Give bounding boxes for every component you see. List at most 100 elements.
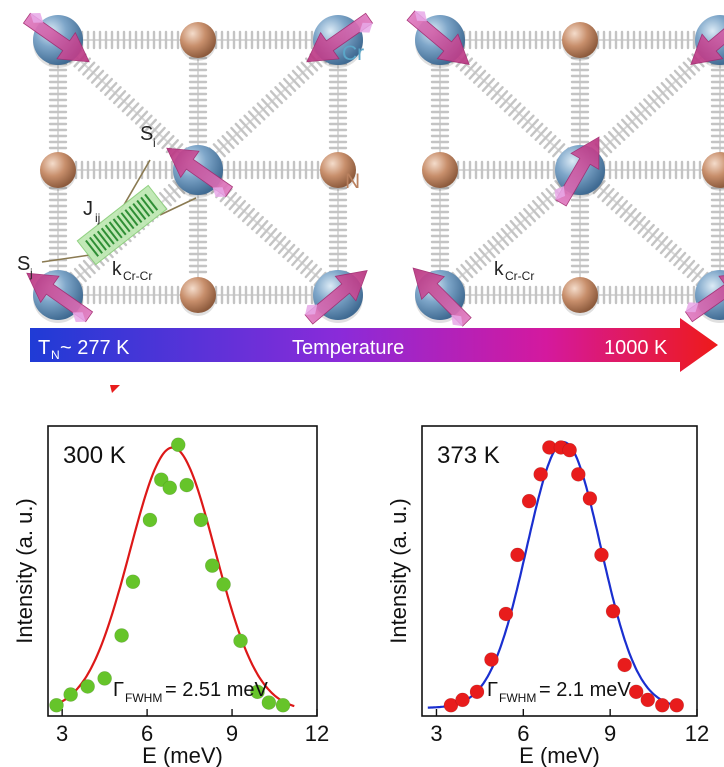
exchange-label: J ij — [83, 198, 100, 225]
data-point — [170, 437, 186, 453]
spring-v — [710, 40, 724, 170]
spin-arrow — [166, 147, 234, 198]
data-point — [533, 467, 548, 482]
spring-diagonal — [579, 169, 721, 296]
spin-arrow — [26, 272, 94, 323]
y-axis-label: Intensity (a. u.) — [12, 498, 37, 644]
data-point — [193, 512, 209, 528]
spectrum-chart-373k: 3 6 9 12 E (meV) Intensity (a. u.) 373 K Γ FWHM … — [386, 425, 709, 767]
x-tick-label: 6 — [141, 721, 153, 746]
svg-text:= 2.1 meV: = 2.1 meV — [539, 679, 631, 701]
spin-arrow — [690, 10, 724, 65]
data-point — [571, 467, 586, 482]
fwhm-label: Γ FWHM = 2.51 meV — [113, 679, 269, 705]
data-point — [640, 692, 656, 708]
exchange-box — [76, 184, 168, 266]
svg-text:j: j — [29, 266, 33, 280]
spin-j-label: S j — [17, 253, 33, 280]
data-point — [654, 697, 670, 713]
svg-text:ij: ij — [95, 211, 100, 225]
spring-v — [188, 170, 208, 295]
x-axis-label: E (meV) — [519, 743, 600, 767]
n-atom — [40, 152, 76, 188]
svg-text:FWHM: FWHM — [499, 691, 536, 705]
plot-frame — [47, 425, 318, 717]
data-point — [498, 606, 514, 622]
data-point — [275, 697, 291, 713]
data-point — [669, 697, 685, 713]
spring-v — [328, 170, 348, 295]
svg-text:~ 277 K: ~ 277 K — [60, 337, 130, 359]
svg-text:T: T — [38, 337, 50, 359]
spring-h — [440, 285, 580, 305]
data-point — [216, 577, 231, 592]
spring-label-left: k Cr-Cr — [112, 259, 152, 283]
data-point — [114, 628, 129, 643]
spin-arrow — [304, 270, 368, 325]
data-point — [628, 684, 644, 700]
n-atom — [180, 22, 216, 58]
svg-text:S: S — [140, 123, 153, 145]
data-point — [582, 491, 598, 506]
data-point — [617, 657, 632, 673]
svg-text:Γ: Γ — [487, 679, 498, 701]
n-atom — [562, 277, 598, 313]
svg-text:S: S — [17, 253, 30, 275]
data-point — [97, 671, 112, 686]
spin-arrows-right — [406, 10, 724, 327]
spring-h — [58, 30, 198, 50]
fwhm-label: Γ FWHM = 2.1 meV — [487, 679, 631, 705]
data-point — [469, 684, 485, 700]
data-point — [605, 603, 621, 619]
tie-line — [159, 197, 197, 216]
spin-arrow — [22, 12, 90, 63]
lattice-panel-right — [406, 10, 724, 327]
small-red-marker — [110, 385, 120, 393]
x-tick-label: 12 — [305, 721, 329, 746]
svg-text:N: N — [51, 348, 60, 362]
temperature-max-label: 1000 K — [604, 337, 668, 359]
data-point — [521, 493, 537, 509]
x-tick-label: 3 — [56, 721, 68, 746]
cr-label: Cr — [342, 42, 364, 65]
x-tick-label: 3 — [430, 721, 442, 746]
fit-curve — [427, 441, 675, 709]
svg-text:Cr-Cr: Cr-Cr — [123, 269, 152, 283]
n-atom — [562, 22, 598, 58]
data-point — [562, 442, 577, 458]
spring-v — [570, 40, 590, 170]
spring-h — [580, 30, 720, 50]
temperature-annotation: 300 K — [63, 442, 126, 469]
plot-frame — [421, 425, 698, 717]
svg-text:Cr-Cr: Cr-Cr — [505, 269, 534, 283]
tie-line — [41, 254, 91, 263]
spring-label-right: k Cr-Cr — [494, 259, 534, 283]
temperature-annotation: 373 K — [437, 442, 500, 469]
springs-right — [430, 30, 724, 305]
spring-h — [580, 285, 720, 305]
lattice-panel-left — [22, 12, 374, 325]
spectrum-chart-300k: 3 6 9 12 E (meV) Intensity (a. u.) 300 K Γ FWHM … — [12, 425, 329, 767]
data-point — [162, 480, 178, 496]
data-point — [250, 684, 265, 700]
svg-text:Γ: Γ — [113, 679, 124, 701]
n-label: N — [345, 170, 360, 193]
temperature-gradient-bar — [30, 318, 718, 372]
data-point — [594, 547, 609, 563]
data-point — [80, 679, 95, 694]
data-point — [510, 547, 525, 563]
n-atom — [702, 152, 724, 188]
temperature-arrow: T N ~ 277 K Temperature 1000 K — [30, 318, 718, 372]
svg-text:J: J — [83, 198, 93, 220]
n-atom — [320, 152, 356, 188]
spin-arrow — [554, 136, 600, 207]
data-point — [49, 697, 64, 713]
svg-text:= 2.51 meV: = 2.51 meV — [165, 679, 269, 701]
neel-temperature-label: T N ~ 277 K — [38, 337, 130, 362]
data-point — [142, 512, 158, 528]
y-axis-label: Intensity (a. u.) — [386, 498, 411, 644]
spin-arrows-left — [22, 12, 374, 325]
x-tick-label: 12 — [685, 721, 709, 746]
